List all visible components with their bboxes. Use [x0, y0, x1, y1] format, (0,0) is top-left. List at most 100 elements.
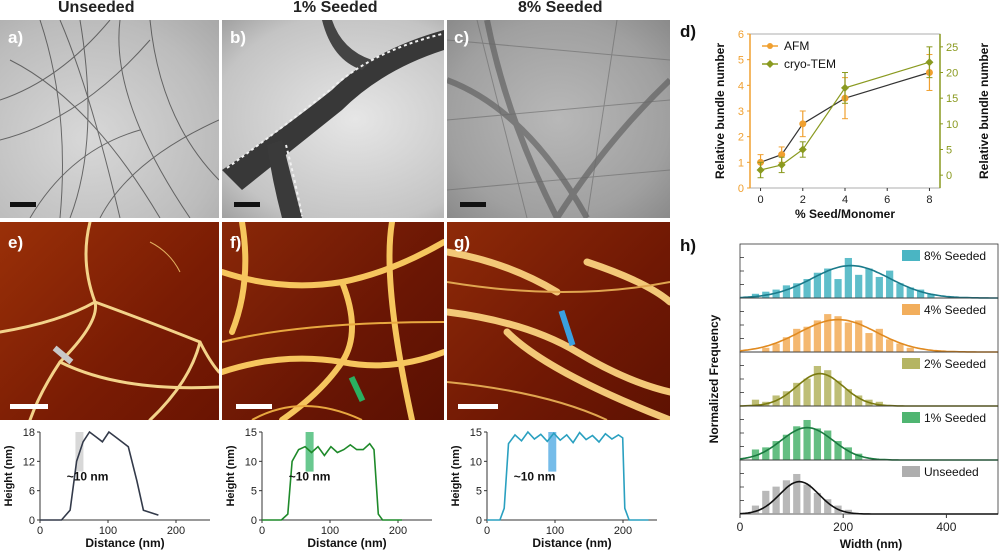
- legend-marker-cryo: [766, 60, 774, 68]
- legend-label-afm: AFM: [784, 39, 809, 53]
- height-profile-f: 0 5 10 15 0 100 200 ~10 nm Distance (nm) Height (…: [225, 427, 432, 550]
- tem-image-1pct-seeded: [222, 20, 444, 218]
- profile-annotation: ~10 nm: [67, 469, 109, 483]
- panel-label-c: c): [454, 28, 470, 47]
- x-axis-label: Distance (nm): [85, 536, 164, 550]
- right-tick-label: 15: [946, 93, 958, 105]
- histogram-bar: [875, 328, 883, 352]
- histogram-bar: [875, 276, 883, 298]
- afm-image-1pct-seeded: [222, 222, 444, 420]
- x-tick-label: 6: [884, 194, 890, 206]
- histogram-bar: [834, 279, 842, 298]
- histogram-bar: [751, 505, 760, 514]
- height-profile-line: [262, 442, 402, 521]
- histogram-bar: [855, 395, 863, 406]
- histogram-row-0: 8% Seeded: [739, 243, 999, 299]
- right-tick-label: 5: [946, 145, 952, 157]
- histogram-bar: [813, 428, 822, 460]
- legend-label: 8% Seeded: [924, 249, 986, 263]
- histogram-bar: [751, 399, 760, 406]
- tem-image-8pct-seeded: [447, 20, 670, 218]
- panel-label-e: e): [8, 233, 24, 252]
- bundle-number-chart: 0 1 2 3 4 5 6 0 5 10 15 20 25 0 2 4 6 8 AFM cryo-TEM % Seed/…: [713, 29, 991, 221]
- histogram-bar: [772, 486, 780, 514]
- x-tick-label: 0: [757, 194, 763, 206]
- left-tick-label: 6: [738, 29, 744, 41]
- histogram-row-3: 1% Seeded: [739, 405, 999, 461]
- height-profile-g: 0 5 10 15 0 100 200 ~10 nm Distance (nm) Height (…: [450, 427, 657, 550]
- right-tick-label: 0: [946, 170, 952, 182]
- histogram-bar: [751, 449, 760, 460]
- left-tick-label: 1: [738, 157, 744, 169]
- afm-fibrils-f: [222, 222, 444, 420]
- histogram-bar: [824, 499, 832, 514]
- y-axis-label-left: Relative bundle number: [713, 43, 727, 179]
- y-tick-label: 10: [470, 456, 482, 468]
- height-profile-line: [40, 430, 159, 521]
- data-point-afm: [778, 151, 786, 159]
- histogram-bar: [855, 453, 863, 460]
- x-tick-label: 0: [37, 525, 43, 537]
- histogram-bar: [793, 473, 801, 514]
- y-axis-label-right: Relative bundle number: [977, 43, 991, 179]
- y-tick-label: 12: [23, 456, 35, 468]
- histogram-bar: [906, 287, 914, 298]
- y-tick-label: 10: [245, 456, 257, 468]
- x-tick-label: 200: [389, 525, 407, 537]
- histogram-bar: [803, 419, 811, 460]
- histogram-bar: [782, 480, 791, 514]
- panel-label-h: h): [680, 236, 697, 255]
- x-tick-label: 100: [546, 525, 564, 537]
- histogram-bar: [855, 274, 863, 298]
- histogram-bar: [803, 279, 811, 298]
- y-tick-label: 0: [251, 515, 257, 527]
- right-tick-label: 25: [946, 42, 958, 54]
- x-axis-label: Distance (nm): [532, 536, 611, 550]
- afm-image-unseeded: [0, 222, 219, 420]
- scale-bar-c: [460, 202, 486, 207]
- profile-marker-band: [548, 432, 557, 472]
- histogram-bar: [834, 441, 842, 460]
- scale-bar-g: [458, 404, 498, 409]
- histogram-bar: [782, 337, 791, 352]
- histogram-bar: [793, 283, 801, 298]
- legend-swatch: [902, 304, 920, 315]
- left-tick-label: 0: [738, 183, 744, 195]
- legend-swatch: [902, 250, 920, 261]
- x-axis-label: Width (nm): [840, 537, 903, 551]
- right-tick-label: 10: [946, 119, 958, 131]
- histogram-bar: [916, 289, 925, 298]
- left-tick-label: 5: [738, 55, 744, 67]
- x-tick-label: 400: [936, 520, 956, 534]
- legend-swatch: [902, 412, 920, 423]
- histogram-row-4: Unseeded: [739, 459, 999, 515]
- histogram-bar: [803, 378, 811, 406]
- panel-label-g: g): [454, 233, 471, 252]
- histogram-bar: [886, 339, 894, 352]
- membrane-texture-b: [222, 20, 444, 218]
- data-point-cryo: [798, 145, 807, 154]
- panel-label-a: a): [8, 28, 24, 47]
- legend-label: 4% Seeded: [924, 303, 986, 317]
- column-title-1pct: 1% Seeded: [293, 0, 378, 16]
- afm-image-8pct-seeded: [447, 222, 670, 420]
- histogram-bar: [824, 314, 832, 352]
- fibril-texture-c: [447, 20, 670, 218]
- scale-bar-b: [234, 202, 260, 207]
- histogram-bar: [834, 316, 842, 352]
- legend-label-cryo: cryo-TEM: [784, 57, 836, 71]
- histogram-bar: [824, 370, 832, 406]
- legend-label: 1% Seeded: [924, 411, 986, 425]
- legend-label: Unseeded: [924, 465, 979, 479]
- y-tick-label: 5: [476, 486, 482, 498]
- left-tick-label: 4: [738, 80, 744, 92]
- histogram-bar: [762, 347, 770, 352]
- histogram-row-2: 2% Seeded: [739, 351, 999, 407]
- legend-swatch: [902, 466, 920, 477]
- histogram-bar: [886, 270, 894, 298]
- data-point-afm: [799, 120, 807, 128]
- afm-fibrils-e: [0, 222, 219, 420]
- histogram-bar: [813, 272, 822, 298]
- x-tick-label: 200: [833, 520, 853, 534]
- histogram-bar: [772, 441, 780, 460]
